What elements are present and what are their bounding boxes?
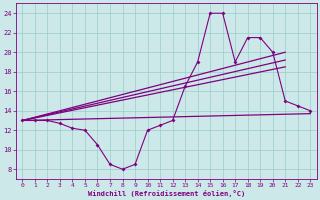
X-axis label: Windchill (Refroidissement éolien,°C): Windchill (Refroidissement éolien,°C) xyxy=(88,190,245,197)
